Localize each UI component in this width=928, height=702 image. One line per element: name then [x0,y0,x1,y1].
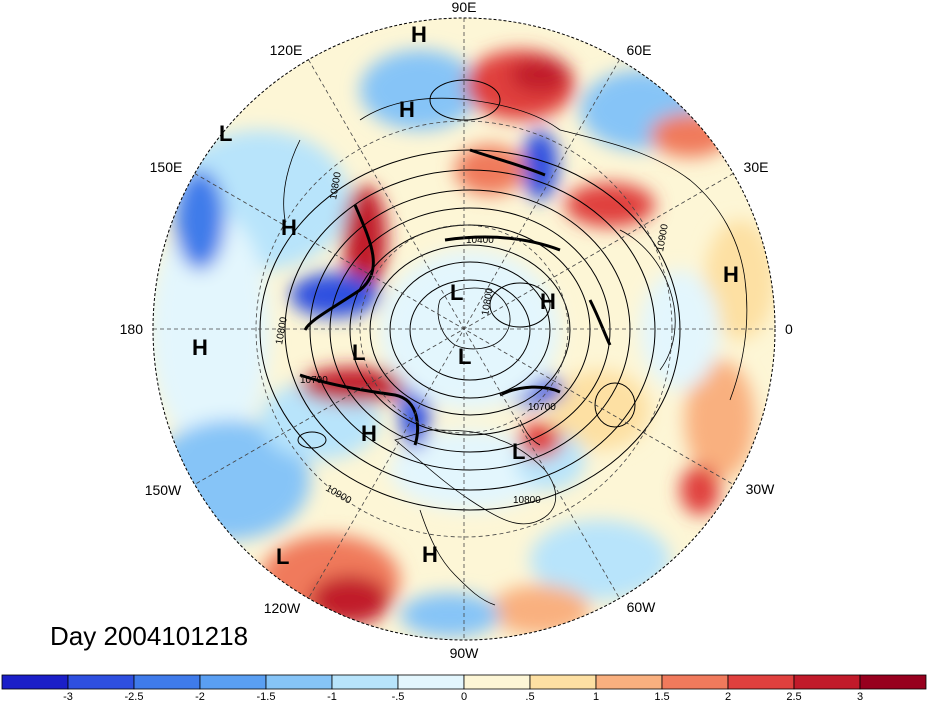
contour-label: 10400 [466,235,494,246]
high-pressure-label: H [422,542,438,567]
colorbar-swatch [1,674,69,690]
anomaly-field [153,18,775,640]
longitude-label: 120W [264,600,301,616]
colorbar-tick-label: -1.5 [257,691,276,702]
colorbar-tick-label: -2 [195,691,205,702]
longitude-label: 30E [744,159,769,175]
contour-label: 10900 [655,223,671,253]
low-pressure-label: L [276,544,289,569]
colorbar-swatch [529,674,597,690]
contour-label: 10800 [274,316,290,346]
colorbar-tick-label: -.5 [392,691,405,702]
high-pressure-label: H [399,97,415,122]
map-title: Day 2004101218 [50,621,248,651]
low-pressure-label: L [450,280,463,305]
high-pressure-label: H [281,215,297,240]
contour-label: 10700 [528,402,556,413]
colorbar-swatch [265,674,333,690]
longitude-label: 90W [450,645,480,661]
longitude-label: 60E [627,42,652,58]
colorbar-tick-label: -3 [63,691,73,702]
colorbar-tick-label: 1 [593,691,599,702]
map-boundary [152,17,776,641]
pressure-center-group: H H L H H H L H L L H L L H [192,22,739,569]
high-pressure-label: H [411,22,427,47]
longitude-label: 180 [120,321,144,337]
high-pressure-label: H [192,335,208,360]
colorbar-tick-label: 2 [725,691,731,702]
colorbar-swatch [661,674,729,690]
contour-label: 10800 [480,287,496,317]
colorbar-tick-label: 1.5 [654,691,669,702]
colorbar-swatch [595,674,663,690]
colorbar-swatch [331,674,399,690]
jet-streaks [299,148,612,446]
longitude-label: 150E [150,159,183,175]
colorbar-swatch [133,674,201,690]
colorbar-swatch [67,674,135,690]
contour-label: 10800 [328,171,344,201]
colorbar-swatch [397,674,465,690]
colorbar-tick-label: 2.5 [786,691,801,702]
colorbar-swatch [727,674,795,690]
colorbar-label-group: -3 -2.5 -2 -1.5 -1 -.5 0 .5 1 1.5 2 2.5 3 [63,691,863,702]
colorbar-tick-label: 3 [857,691,863,702]
high-pressure-label: H [723,262,739,287]
longitude-label: 0 [785,321,793,337]
longitude-label: 150W [145,482,182,498]
colorbar-swatch [859,674,927,690]
graticule [153,18,775,640]
longitude-label: 90E [452,0,477,15]
colorbar-swatch [199,674,267,690]
low-pressure-label: L [352,340,365,365]
longitude-label: 60W [627,599,657,615]
low-pressure-label: L [458,344,471,369]
low-pressure-label: L [512,439,525,464]
high-pressure-label: H [361,421,377,446]
longitude-label-group: 90E 60E 30E 0 30W 60W 90W 120W 150W 180 … [120,0,793,661]
colorbar-swatch [793,674,861,690]
colorbar-tick-label: .5 [525,691,534,702]
high-pressure-label: H [540,289,556,314]
coastlines [283,97,748,606]
contour-label: 10700 [300,375,328,386]
longitude-label: 30W [746,481,776,497]
colorbar-swatch [463,674,531,690]
colorbar-tick-label: -1 [327,691,337,702]
longitude-label: 120E [270,42,303,58]
contour-label: 10800 [513,495,541,506]
low-pressure-label: L [219,121,232,146]
colorbar-tick-label: -2.5 [125,691,144,702]
colorbar [1,674,927,690]
colorbar-tick-label: 0 [461,691,467,702]
